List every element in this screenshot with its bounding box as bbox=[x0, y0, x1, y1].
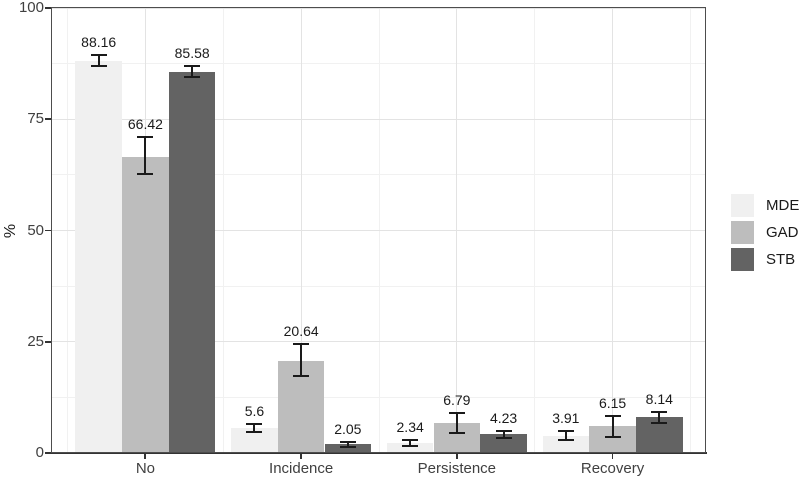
error-bar-cap-bottom bbox=[448, 432, 465, 435]
legend-item-mde: MDE bbox=[731, 194, 799, 217]
error-bar-cap-top bbox=[339, 440, 356, 443]
bar-mde-persistence bbox=[386, 442, 434, 453]
bar-value-label: 2.05 bbox=[334, 420, 362, 437]
legend-swatch-stb bbox=[731, 248, 754, 271]
y-axis-title: % bbox=[2, 223, 20, 239]
error-bar-cap-bottom bbox=[604, 436, 621, 439]
error-bar-line bbox=[502, 430, 505, 439]
x-axis-tick bbox=[455, 454, 458, 459]
legend-swatch-gad bbox=[731, 221, 754, 244]
bar-stb-incidence bbox=[324, 443, 372, 453]
error-bar-cap-top bbox=[293, 343, 310, 346]
y-axis-tick-label: 25 bbox=[27, 332, 44, 350]
error-bar-cap-bottom bbox=[495, 437, 512, 440]
bar-stb-no bbox=[168, 72, 216, 453]
gridline-major-h bbox=[52, 118, 706, 120]
error-bar-line bbox=[455, 412, 458, 434]
bar-value-label: 2.34 bbox=[396, 418, 424, 435]
bar-value-label: 3.91 bbox=[552, 409, 580, 426]
legend-swatch-mde bbox=[731, 194, 754, 217]
y-axis-tick bbox=[45, 229, 51, 232]
x-axis-tick-label: No bbox=[135, 460, 156, 477]
error-bar-cap-top bbox=[495, 429, 512, 432]
error-bar-cap-bottom bbox=[293, 375, 310, 378]
x-axis-tick bbox=[611, 454, 614, 459]
bar-value-label: 66.42 bbox=[127, 116, 163, 133]
bar-value-label: 4.23 bbox=[489, 409, 518, 426]
bar-value-label: 5.6 bbox=[244, 402, 265, 419]
error-bar-cap-bottom bbox=[402, 445, 419, 448]
legend-item-stb: STB bbox=[731, 248, 799, 271]
error-bar-cap-bottom bbox=[246, 430, 263, 433]
y-axis-tick bbox=[45, 7, 51, 9]
bar-value-label: 8.14 bbox=[645, 390, 673, 407]
error-bar-cap-top bbox=[184, 64, 201, 67]
error-bar-line bbox=[144, 137, 147, 175]
plot-panel: 88.16 5.6 2.34 3.91 66.42 20.64 6.79 6.15 85.58 2… bbox=[52, 7, 706, 453]
bar-gad-no bbox=[122, 157, 169, 453]
bar-value-label: 88.16 bbox=[81, 33, 117, 50]
y-axis-tick bbox=[45, 452, 51, 454]
bar-mde-recovery bbox=[542, 435, 590, 453]
error-bar-line bbox=[253, 423, 256, 432]
bar-value-label: 6.15 bbox=[598, 394, 627, 411]
y-axis-tick bbox=[45, 118, 51, 121]
error-bar-cap-bottom bbox=[557, 439, 574, 442]
gridline-major-v bbox=[300, 8, 302, 453]
y-axis-tick-label: 100 bbox=[18, 0, 44, 16]
error-bar-cap-top bbox=[651, 410, 668, 413]
legend-label-gad: GAD bbox=[766, 224, 799, 241]
y-axis-tick-label: 0 bbox=[35, 444, 44, 461]
error-bar-cap-bottom bbox=[339, 446, 356, 449]
x-axis-tick bbox=[144, 454, 147, 459]
y-axis-tick-label: 75 bbox=[27, 110, 44, 128]
error-bar-line bbox=[658, 411, 661, 424]
gridline-major-v bbox=[612, 8, 614, 453]
bar-mde-no bbox=[75, 60, 123, 453]
error-bar-line bbox=[611, 415, 614, 438]
bar-value-label: 85.58 bbox=[174, 44, 210, 61]
error-bar-cap-top bbox=[246, 422, 263, 425]
bar-stb-persistence bbox=[480, 434, 527, 453]
y-axis-tick-label: 50 bbox=[27, 221, 44, 239]
error-bar-cap-bottom bbox=[651, 422, 668, 425]
error-bar-line bbox=[409, 439, 412, 447]
bar-value-label: 6.79 bbox=[443, 391, 471, 408]
x-axis-tick-label: Persistence bbox=[417, 460, 497, 477]
legend: MDE GAD STB bbox=[731, 194, 799, 271]
gridline-major-v bbox=[456, 8, 458, 453]
error-bar-line bbox=[97, 54, 100, 66]
error-bar-cap-top bbox=[448, 411, 465, 414]
error-bar-cap-top bbox=[137, 136, 154, 139]
error-bar-line bbox=[191, 65, 194, 78]
error-bar-line bbox=[346, 441, 349, 448]
x-axis-tick-label: Incidence bbox=[269, 460, 334, 477]
gridline-major-h bbox=[52, 341, 706, 343]
error-bar-line bbox=[300, 344, 303, 377]
legend-label-mde: MDE bbox=[766, 197, 800, 214]
error-bar-cap-top bbox=[557, 429, 574, 432]
error-bar-cap-top bbox=[604, 414, 621, 417]
x-axis-line bbox=[51, 451, 707, 454]
error-bar-line bbox=[564, 430, 567, 441]
error-bar-cap-bottom bbox=[137, 173, 154, 176]
gridline-major-h bbox=[52, 7, 706, 9]
error-bar-cap-bottom bbox=[184, 76, 201, 79]
bar-value-label: 20.64 bbox=[283, 323, 319, 340]
y-axis-tick bbox=[45, 340, 51, 343]
gridline-major-h bbox=[52, 230, 706, 231]
legend-label-stb: STB bbox=[766, 251, 796, 268]
error-bar-cap-top bbox=[90, 53, 107, 56]
legend-item-gad: GAD bbox=[731, 221, 799, 244]
error-bar-cap-bottom bbox=[90, 64, 107, 67]
x-axis-tick bbox=[300, 454, 302, 459]
error-bar-cap-top bbox=[402, 438, 419, 441]
x-axis-tick-label: Recovery bbox=[580, 460, 645, 477]
